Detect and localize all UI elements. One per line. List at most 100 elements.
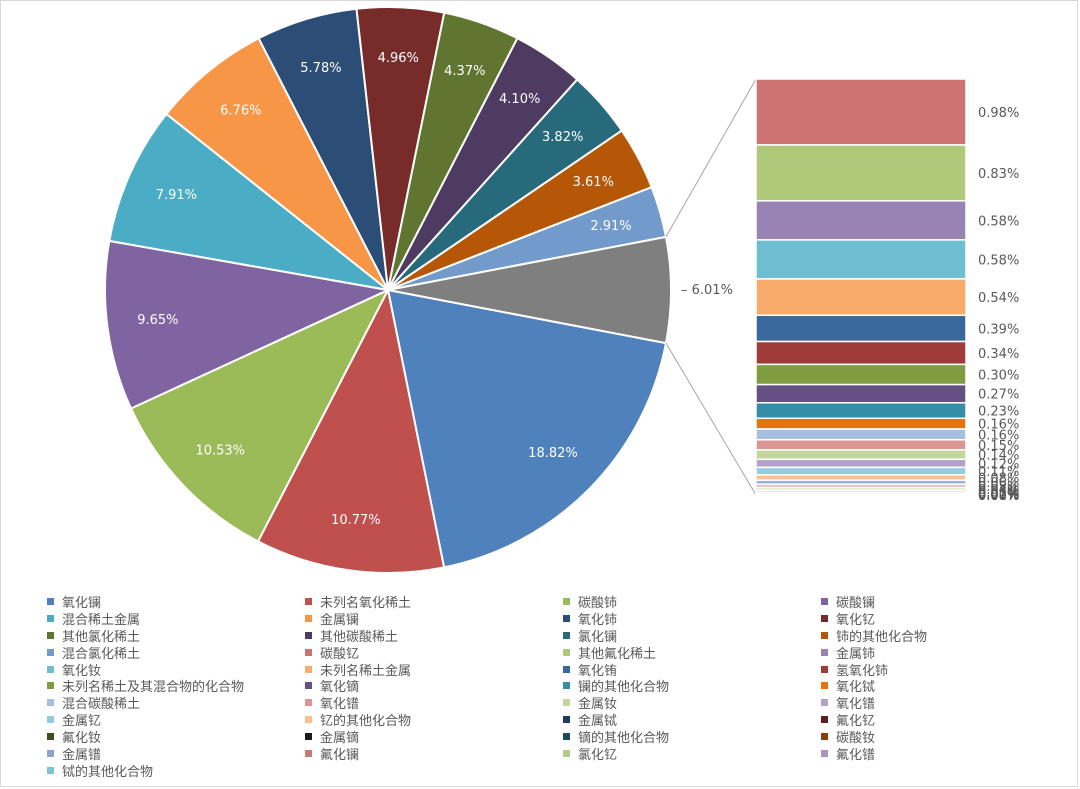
legend-swatch: [821, 597, 828, 605]
pie-slice-other: [387, 235, 673, 345]
bar-segment-label: 0.03%: [978, 485, 1019, 500]
legend-item: 氧化钇: [821, 610, 1067, 628]
legend-swatch: [305, 699, 312, 707]
legend-label: 未列名稀土金属: [320, 663, 412, 679]
connector-line-bottom: [665, 342, 757, 496]
bar-segment: [755, 78, 967, 146]
legend-swatch: [821, 665, 828, 673]
legend-label: 氧化铽: [836, 680, 876, 696]
legend-item: 铽的其他化合物: [47, 762, 305, 780]
bar-segment-label: 0.58%: [978, 214, 1019, 229]
pie-label: 4.96%: [378, 51, 419, 66]
legend-label: 氯化钇: [578, 747, 618, 763]
pie-label: 4.10%: [499, 92, 540, 107]
pie-slice: [129, 287, 391, 543]
legend-swatch: [305, 614, 312, 622]
legend-item: 其他氯化稀土: [47, 627, 305, 645]
legend-item: 氧化铕: [563, 661, 821, 679]
legend-label: 氧化钕: [62, 663, 102, 679]
legend-swatch: [563, 716, 570, 724]
legend-swatch: [821, 631, 828, 639]
legend-label: 其他氟化稀土: [578, 646, 657, 662]
legend-item: 金属钕: [563, 694, 821, 713]
bar-segment-label: 0.16%: [978, 428, 1019, 443]
bar-segment: [755, 474, 967, 481]
legend-swatch: [821, 682, 828, 690]
bar-segment: [755, 466, 967, 476]
legend-item: 其他氟化稀土: [563, 644, 821, 662]
legend-swatch: [47, 766, 54, 774]
legend-swatch: [47, 597, 54, 605]
legend-swatch: [47, 682, 54, 690]
legend-item: 氟化镨: [821, 745, 1067, 763]
legend-label: 混合稀土金属: [62, 612, 141, 628]
bar-segment-label: 0.00%: [978, 489, 1019, 504]
legend-item: 氟化钇: [821, 711, 1067, 729]
legend-swatch: [821, 716, 828, 724]
legend-item: 氧化镨: [305, 694, 563, 712]
legend-item: 金属钇: [47, 711, 305, 729]
legend-swatch: [305, 648, 312, 656]
legend-label: 氟化镨: [836, 747, 876, 763]
connector-lines: [665, 78, 757, 496]
legend-label: 碳酸铈: [578, 595, 618, 611]
legend-swatch: [305, 749, 312, 757]
legend-swatch: [305, 733, 312, 741]
legend-item: 氧化镧: [47, 593, 305, 611]
pie-label: 9.65%: [137, 313, 178, 328]
legend-label: 碳酸钇: [320, 646, 360, 662]
legend-swatch: [821, 614, 828, 622]
legend-label: 其他氯化稀土: [62, 629, 141, 645]
legend-swatch: [47, 665, 54, 673]
pie-label: 18.82%: [528, 446, 578, 461]
legend-swatch: [305, 665, 312, 673]
bar-segment: [755, 239, 967, 280]
legend-swatch: [305, 716, 312, 724]
legend-item: 钇的其他化合物: [305, 711, 563, 729]
bar-segment: [755, 363, 967, 386]
bar-segment-label: 0.05%: [978, 480, 1019, 495]
legend-item: 氯化钇: [563, 745, 821, 763]
legend-label: 氧化钇: [836, 612, 876, 628]
bar-segment: [755, 494, 967, 497]
bar-segment-label: 0.54%: [978, 291, 1019, 306]
legend-swatch: [47, 716, 54, 724]
bar-segment-label: 0.16%: [978, 418, 1019, 433]
legend-swatch: [47, 648, 54, 656]
legend-label: 氟化镧: [320, 747, 360, 763]
legend-label: 氧化镨: [836, 697, 876, 713]
legend-item: 镧的其他化合物: [563, 677, 821, 695]
bar-segment-label: 0.58%: [978, 253, 1019, 268]
legend-swatch: [563, 749, 570, 757]
pie-label: 3.82%: [542, 130, 583, 145]
legend-item: 氯化镧: [563, 627, 821, 645]
pie-label: 2.91%: [590, 219, 631, 234]
legend-item: 混合氯化稀土: [47, 644, 305, 662]
connector-line-top: [665, 78, 757, 238]
legend-item: 碳酸钇: [305, 644, 563, 662]
legend-item: 未列名稀土及其混合物的化合物: [47, 677, 305, 695]
bar-segment: [755, 383, 967, 404]
legend-swatch: [47, 614, 54, 622]
legend-swatch: [821, 699, 828, 707]
legend-label: 镝的其他化合物: [578, 731, 670, 747]
bar-segment-label: 0.02%: [978, 487, 1019, 502]
bar-segment: [755, 449, 967, 461]
bar-of-pie-chart: 18.82% 10.77% 10.53% 9.65% 7.91% 6.76% 5.78% 4.…: [104, 6, 1019, 574]
bar-segment-label: 0.83%: [978, 167, 1019, 182]
legend-swatch: [563, 733, 570, 741]
pie-label-other: – 6.01%: [681, 283, 733, 298]
legend-swatch: [305, 631, 312, 639]
legend-swatch: [563, 665, 570, 673]
legend-swatch: [47, 749, 54, 757]
legend-label: 金属钕: [578, 697, 618, 713]
legend-item: 碳酸钕: [821, 728, 1067, 746]
bar-segment-label: 0.98%: [978, 106, 1019, 121]
bar-segment-label: 0.08%: [978, 471, 1019, 486]
legend-swatch: [563, 631, 570, 639]
pie-label: 10.53%: [195, 443, 245, 458]
legend-item: 铈的其他化合物: [821, 627, 1067, 645]
legend-label: 金属镧: [320, 612, 360, 628]
bar-segment-label: 0.39%: [978, 322, 1019, 337]
